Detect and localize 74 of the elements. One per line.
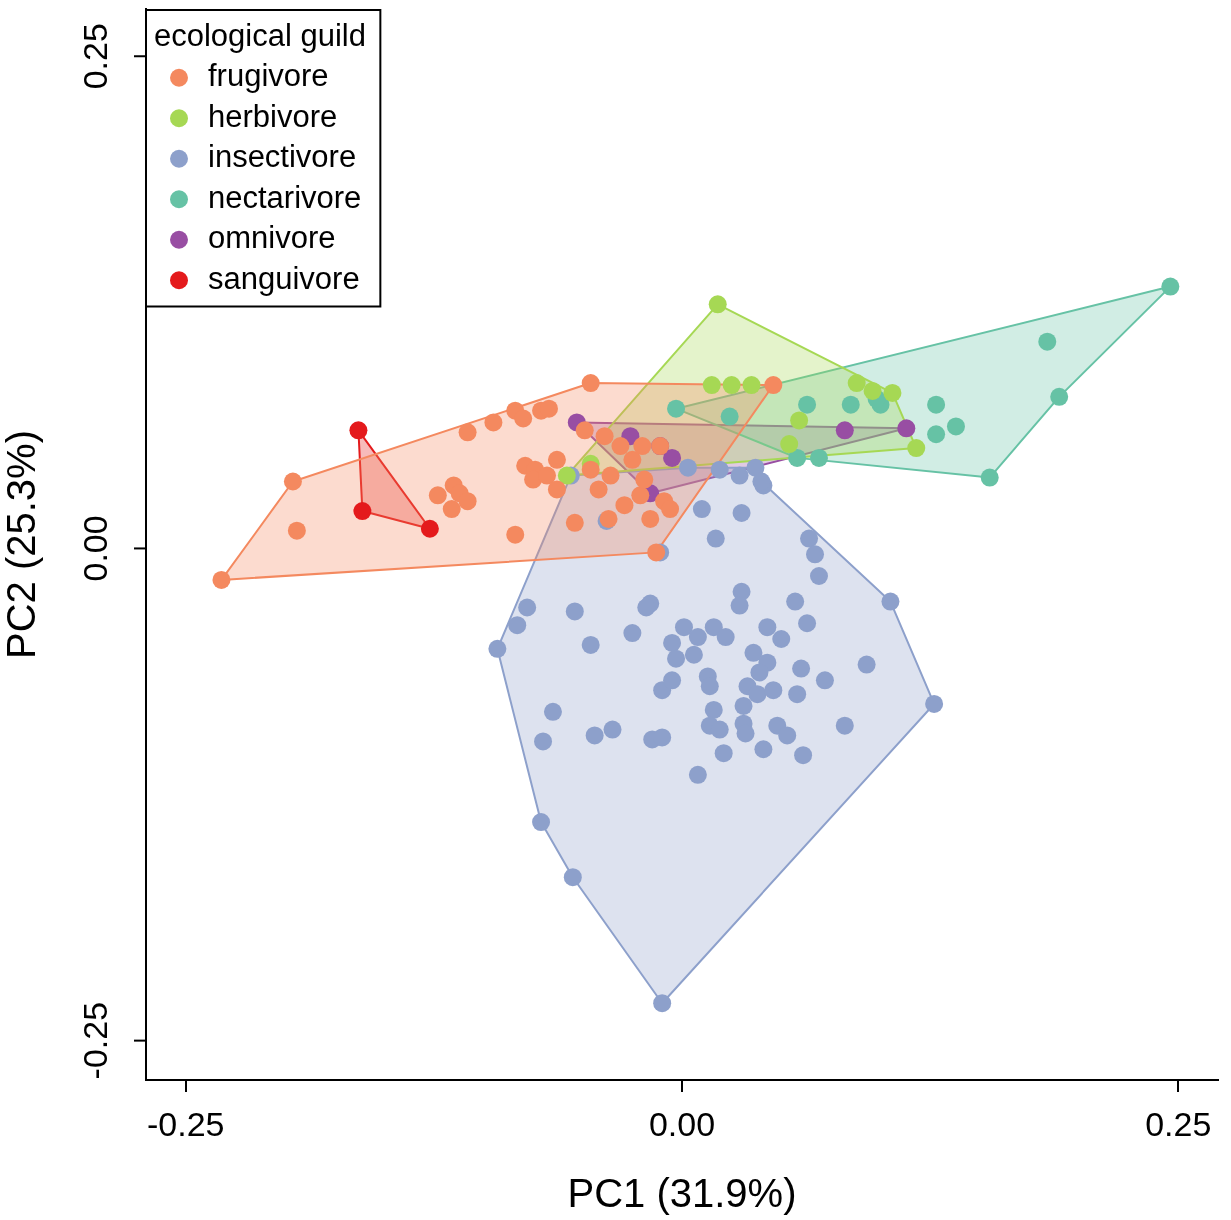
point [514,409,533,428]
point [667,399,686,418]
point [633,437,652,456]
point [1050,387,1069,406]
point [349,421,368,440]
x-tick-label: 0.00 [648,1104,716,1143]
point [647,543,666,562]
point [631,486,650,505]
point [742,376,761,395]
point [927,395,946,414]
point [581,460,600,479]
point [663,448,682,467]
x-tick-label: 0.25 [1145,1104,1212,1143]
point [841,395,860,414]
point [635,470,654,489]
point [641,509,660,528]
point [428,486,447,505]
point [863,381,882,400]
point [790,411,809,430]
point [722,376,741,395]
point [611,437,630,456]
legend-label: omnivore [208,220,336,256]
point [623,450,642,469]
point [287,521,306,540]
y-axis-title: PC2 (25.3%) [0,430,44,659]
point [798,395,817,414]
point [565,513,584,532]
point [780,435,799,454]
y-tick-label: 0.00 [76,515,115,582]
point [283,472,302,491]
point [557,466,576,485]
point [946,417,965,436]
x-tick-label: -0.25 [146,1104,225,1143]
point [601,466,620,485]
point [1161,277,1180,296]
legend-label: frugivore [208,58,329,94]
point [506,525,525,544]
point [720,407,739,426]
point [547,480,566,499]
point [353,502,372,521]
point [420,519,439,538]
point [708,295,727,314]
legend-title: ecological guild [154,17,366,53]
legend-label: herbivore [208,98,338,134]
point [897,419,916,438]
legend-label: nectarivore [208,179,362,215]
point [575,421,594,440]
point [442,500,461,519]
y-tick-label: -0.25 [76,1001,115,1080]
point [595,427,614,446]
point [927,425,946,444]
point [1038,332,1057,351]
point [702,376,721,395]
point [581,374,600,393]
legend-label: sanguivore [208,260,360,296]
point [907,439,926,458]
point [809,448,828,467]
point [212,570,231,589]
point [764,376,783,395]
point [835,421,854,440]
point [661,500,680,519]
point [484,413,503,432]
x-axis-title: PC1 (31.9%) [567,1171,797,1216]
point [547,450,566,469]
point [788,448,807,467]
point [458,423,477,442]
point [883,383,902,402]
point [615,496,634,515]
legend-label: insectivore [208,139,357,175]
point [980,468,999,487]
y-tick-label: 0.25 [76,23,115,90]
point [847,374,866,393]
point [589,480,608,499]
point [458,492,477,511]
